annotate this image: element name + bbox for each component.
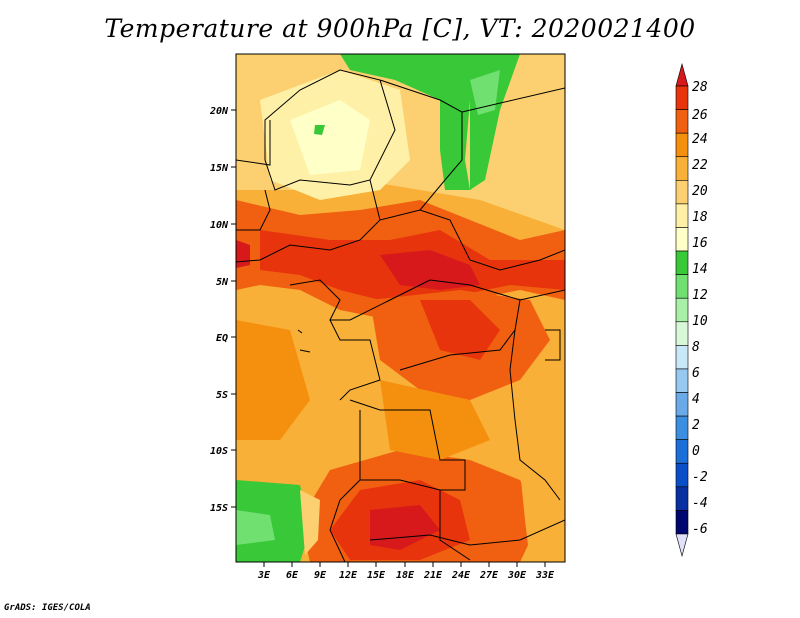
colorbar-label: -6 <box>692 522 708 537</box>
lat-label: 10S <box>210 446 228 457</box>
colorbar-label: 6 <box>692 366 700 381</box>
lon-label: 15E <box>367 570 386 581</box>
colorbar-label: 2 <box>692 418 700 433</box>
colorbar-label: -2 <box>692 470 708 485</box>
colorbar-swatch <box>675 132 689 158</box>
colorbar-label: 10 <box>692 314 708 329</box>
colorbar-swatch <box>675 227 689 252</box>
colorbar-swatch <box>675 368 689 393</box>
colorbar-label: 22 <box>692 158 708 173</box>
credit-text: GrADS: IGES/COLA <box>4 603 91 613</box>
colorbar-label: 28 <box>692 80 708 95</box>
colorbar-swatch <box>675 109 689 134</box>
lon-label: 21E <box>423 570 443 581</box>
colorbar-label: 18 <box>692 210 708 225</box>
lon-label: 18E <box>396 570 415 581</box>
lat-label: EQ <box>216 333 228 344</box>
colorbar-label: 26 <box>692 108 708 123</box>
colorbar: 28 26 24 22 20 18 16 14 12 10 8 6 4 2 0 … <box>675 62 708 558</box>
country-borders <box>236 69 565 562</box>
lon-label: 30E <box>507 570 527 581</box>
temperature-field <box>236 54 565 562</box>
colorbar-swatch <box>675 274 689 299</box>
lon-label: 33E <box>535 570 555 581</box>
colorbar-swatch <box>675 156 689 181</box>
colorbar-swatch <box>675 180 689 205</box>
map-title: Temperature at 900hPa [C], VT: 202002140… <box>104 14 696 43</box>
colorbar-swatch <box>675 415 689 440</box>
lon-label: 12E <box>339 570 358 581</box>
lon-label: 3E <box>257 570 271 581</box>
colorbar-swatch <box>675 392 689 417</box>
map-frame <box>235 53 566 563</box>
lat-label: 15N <box>210 163 229 174</box>
lon-label: 6E <box>286 570 299 581</box>
colorbar-swatch <box>675 321 689 346</box>
colorbar-label: 12 <box>692 288 708 303</box>
lat-label: 5S <box>216 390 228 401</box>
colorbar-label: 0 <box>692 444 700 459</box>
colorbar-swatch <box>675 345 689 370</box>
colorbar-swatch <box>675 462 689 488</box>
colorbar-swatch <box>675 439 689 464</box>
colorbar-swatch <box>675 85 689 110</box>
lat-label: 5N <box>216 277 229 288</box>
colorbar-swatch <box>675 203 689 228</box>
lat-label: 20N <box>209 106 229 117</box>
colorbar-label: 20 <box>692 184 708 199</box>
colorbar-label: -4 <box>692 496 708 511</box>
colorbar-swatch <box>675 250 689 275</box>
colorbar-swatch <box>675 510 689 535</box>
lon-label: 24E <box>451 570 471 581</box>
colorbar-label: 16 <box>692 236 708 251</box>
colorbar-swatch <box>675 486 689 511</box>
colorbar-label: 14 <box>692 262 708 277</box>
lon-label: 9E <box>314 570 327 581</box>
lat-axis: 20N 15N 10N 5N EQ 5S 10S 15S <box>209 106 236 514</box>
colorbar-arrow-bottom <box>675 533 689 558</box>
lon-axis: 3E 6E 9E 12E 15E 18E 21E 24E 27E 30E 33E <box>257 562 555 581</box>
lat-label: 10N <box>210 220 229 231</box>
colorbar-label: 8 <box>692 340 700 355</box>
colorbar-label: 4 <box>692 392 700 407</box>
colorbar-swatch <box>675 297 689 323</box>
lat-label: 15S <box>210 503 228 514</box>
colorbar-label: 24 <box>692 132 708 147</box>
colorbar-arrow-top <box>675 62 689 87</box>
lon-label: 27E <box>479 570 499 581</box>
